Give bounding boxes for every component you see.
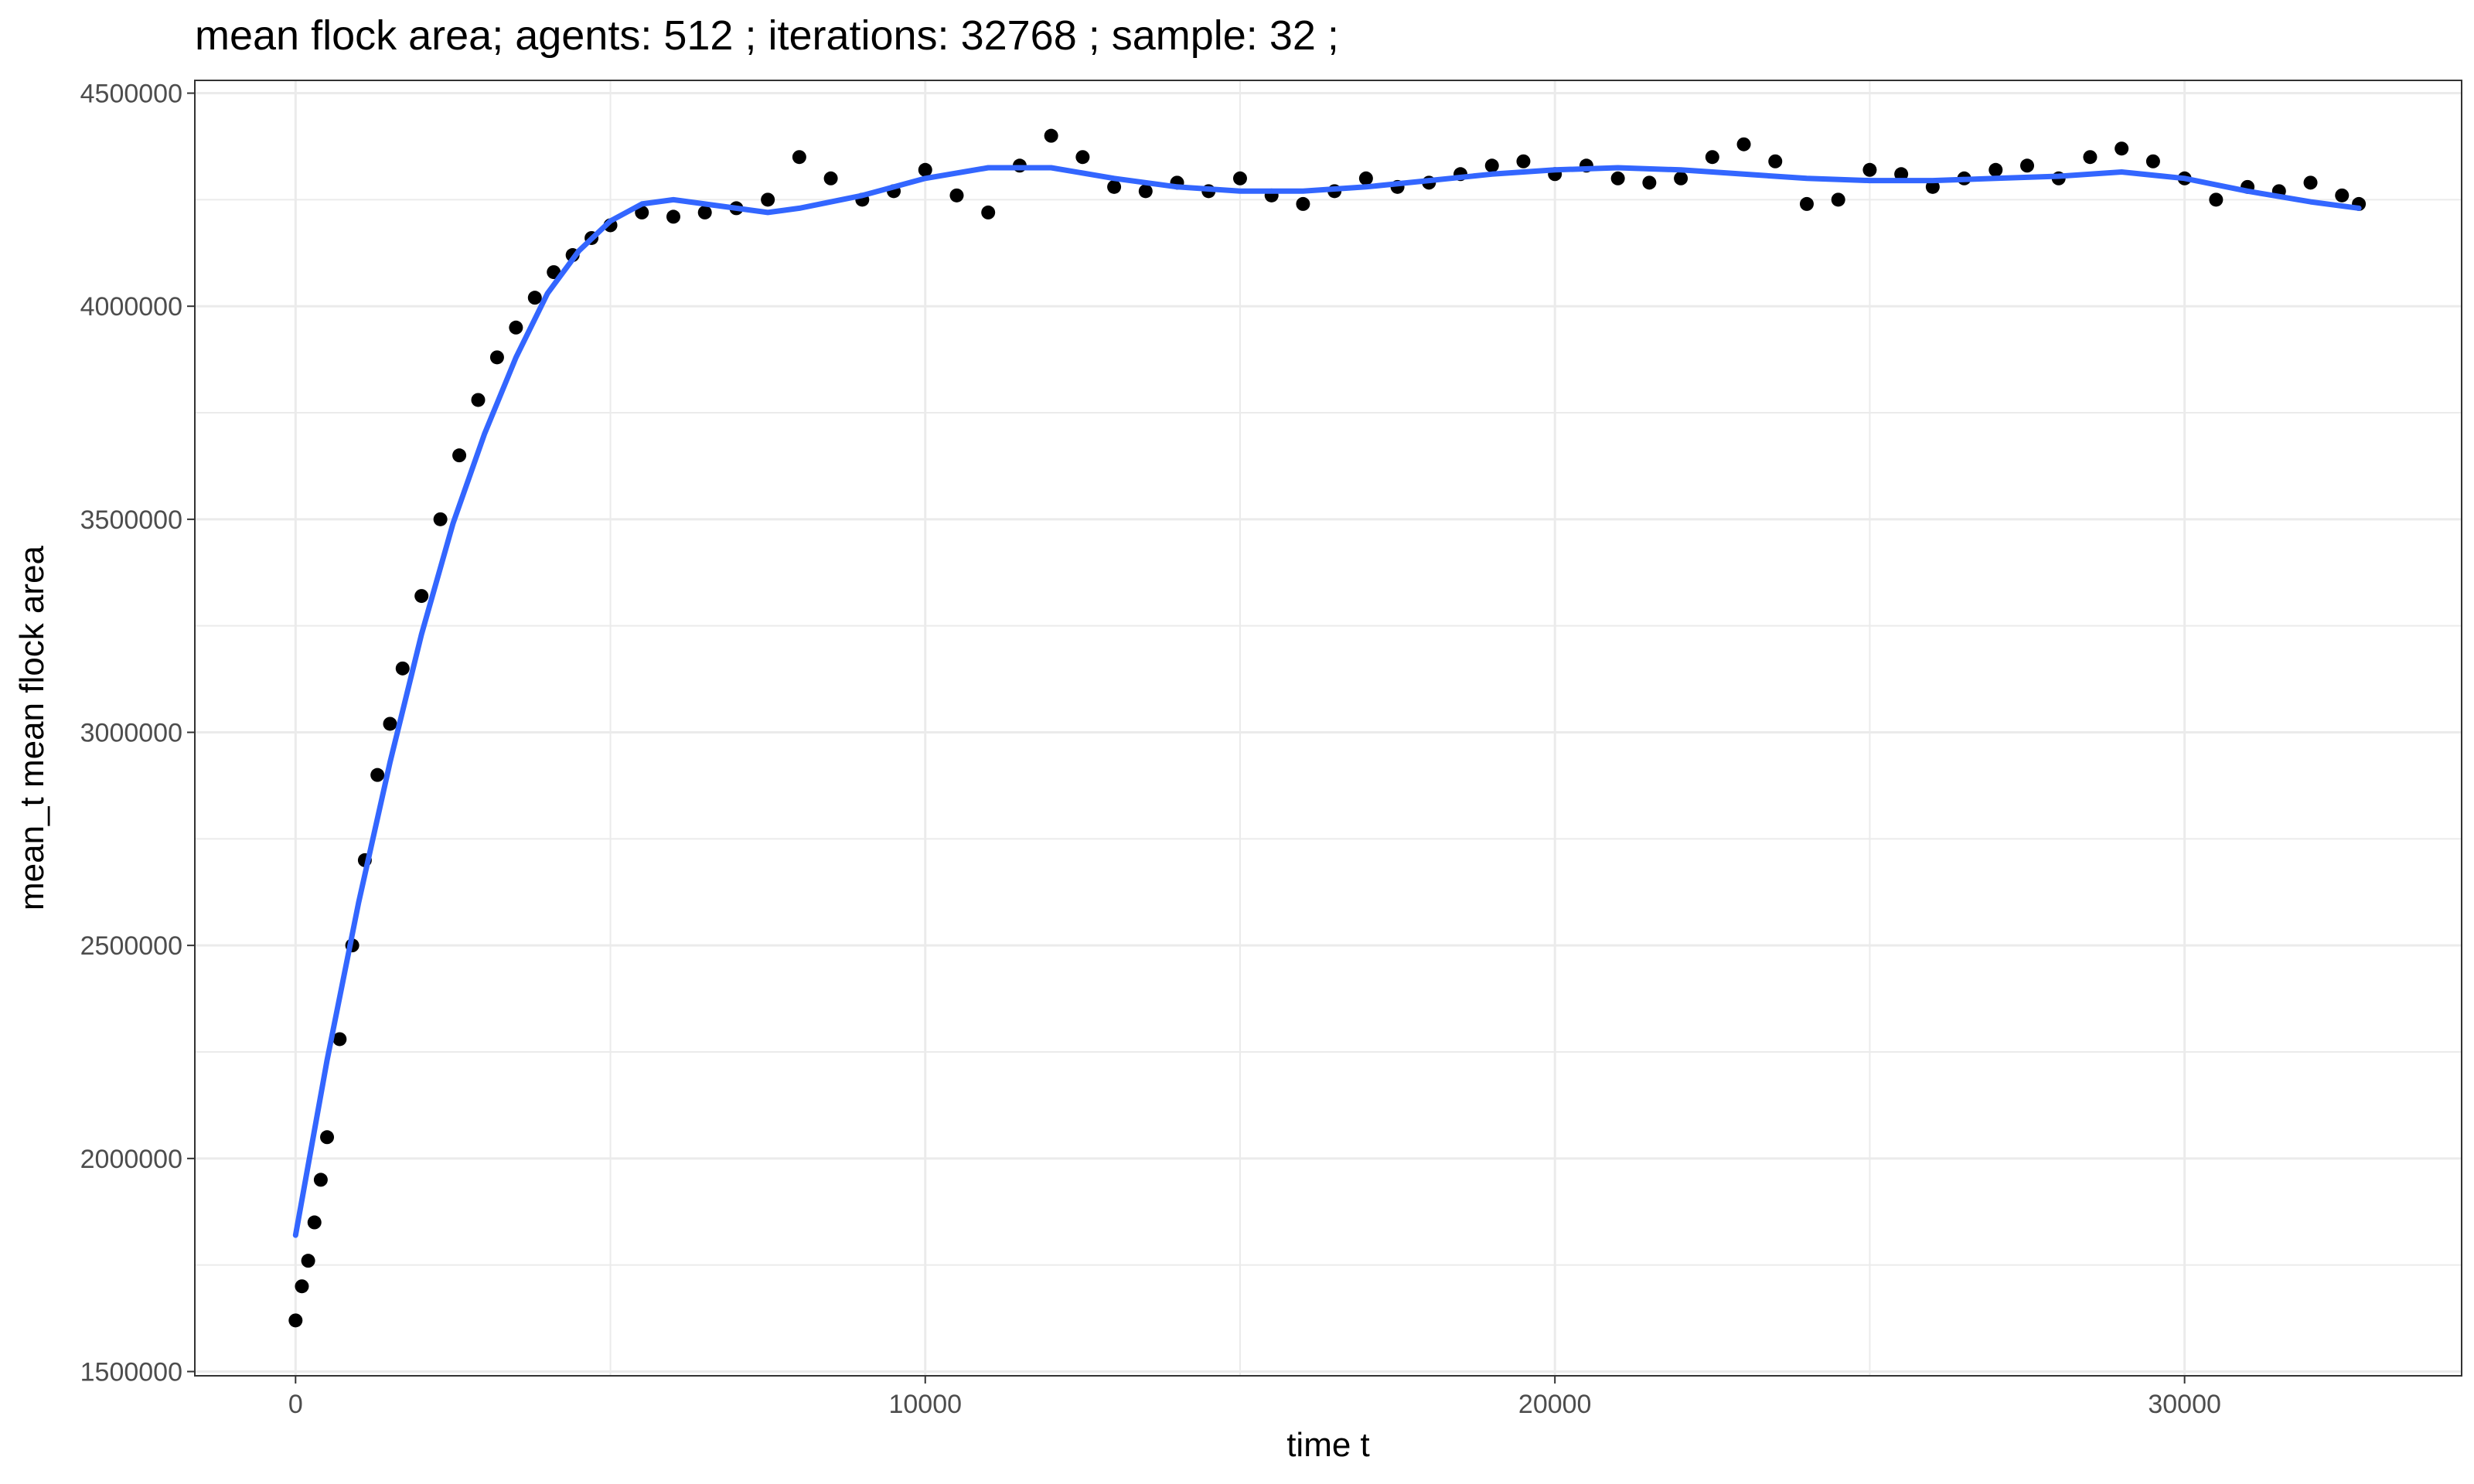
- data-point: [395, 661, 410, 676]
- data-point: [1799, 196, 1814, 211]
- data-point: [1674, 171, 1689, 186]
- data-point: [1610, 171, 1625, 186]
- data-point: [320, 1130, 335, 1145]
- y-tick-label: 4500000: [80, 80, 182, 109]
- data-point: [2209, 192, 2224, 207]
- x-axis-title: time t: [1286, 1426, 1370, 1464]
- data-point: [666, 209, 680, 224]
- data-point: [370, 768, 385, 782]
- data-point: [1484, 158, 1499, 173]
- x-tick-label: 30000: [2148, 1390, 2221, 1419]
- data-point: [1988, 162, 2003, 177]
- y-tick-label: 3500000: [80, 505, 182, 535]
- data-point: [307, 1215, 322, 1230]
- data-point: [1831, 192, 1845, 207]
- data-point: [1894, 167, 1909, 182]
- x-tick-label: 0: [288, 1390, 303, 1419]
- data-point: [1107, 179, 1122, 194]
- x-tick-label: 20000: [1518, 1390, 1592, 1419]
- data-point: [697, 205, 712, 220]
- data-point: [301, 1254, 315, 1268]
- data-point: [761, 192, 775, 207]
- y-tick-label: 2500000: [80, 931, 182, 961]
- data-point: [2145, 154, 2160, 168]
- data-point: [2020, 158, 2035, 173]
- y-axis-title: mean_t mean flock area: [13, 545, 51, 910]
- data-point: [414, 589, 429, 604]
- x-tick-label: 10000: [888, 1390, 962, 1419]
- data-point: [792, 150, 806, 165]
- grid-major-lines: [195, 80, 2462, 1376]
- data-point: [1705, 150, 1719, 165]
- data-point: [332, 1032, 347, 1047]
- data-point: [981, 205, 996, 220]
- data-point: [547, 265, 561, 280]
- data-point: [1925, 179, 1940, 194]
- data-point: [2114, 141, 2129, 156]
- data-point: [509, 320, 523, 335]
- data-point: [288, 1313, 303, 1328]
- y-axis: 1500000 2000000 2500000 3000000 3500000 40000…: [80, 80, 195, 1387]
- smooth-line: [292, 165, 2362, 1238]
- data-point: [527, 291, 542, 305]
- y-tick-label: 3000000: [80, 719, 182, 748]
- data-point: [635, 205, 649, 220]
- scatter-points: [288, 128, 2367, 1328]
- data-point: [823, 171, 838, 186]
- data-point: [433, 512, 448, 526]
- data-point: [383, 716, 397, 731]
- data-point: [489, 350, 504, 365]
- data-point: [295, 1279, 309, 1294]
- x-axis: 0 10000 20000 30000: [288, 1376, 2221, 1419]
- data-point: [1075, 150, 1090, 165]
- y-tick-label: 2000000: [80, 1145, 182, 1174]
- data-point: [1862, 162, 1877, 177]
- data-point: [1768, 154, 1783, 168]
- data-point: [1358, 171, 1373, 186]
- data-point: [2303, 175, 2318, 190]
- panel-border: [194, 80, 2462, 1377]
- data-point: [1642, 175, 1657, 190]
- grid-minor-lines: [195, 80, 2462, 1376]
- data-point: [452, 448, 467, 463]
- data-point: [471, 393, 486, 407]
- data-point: [2083, 150, 2097, 165]
- smooth-line-layer: [292, 165, 2362, 1238]
- data-point: [2335, 188, 2350, 203]
- y-tick-label: 1500000: [80, 1357, 182, 1387]
- data-point: [918, 162, 932, 177]
- data-point: [1232, 171, 1247, 186]
- chart-title: mean flock area; agents: 512 ; iteration…: [195, 12, 1339, 59]
- data-point: [313, 1173, 328, 1187]
- data-point: [949, 188, 964, 203]
- y-tick-label: 4000000: [80, 292, 182, 322]
- data-point: [1296, 196, 1310, 211]
- data-point: [1138, 184, 1153, 199]
- data-point: [1736, 137, 1751, 151]
- data-point: [1516, 154, 1531, 168]
- data-point: [1044, 128, 1058, 143]
